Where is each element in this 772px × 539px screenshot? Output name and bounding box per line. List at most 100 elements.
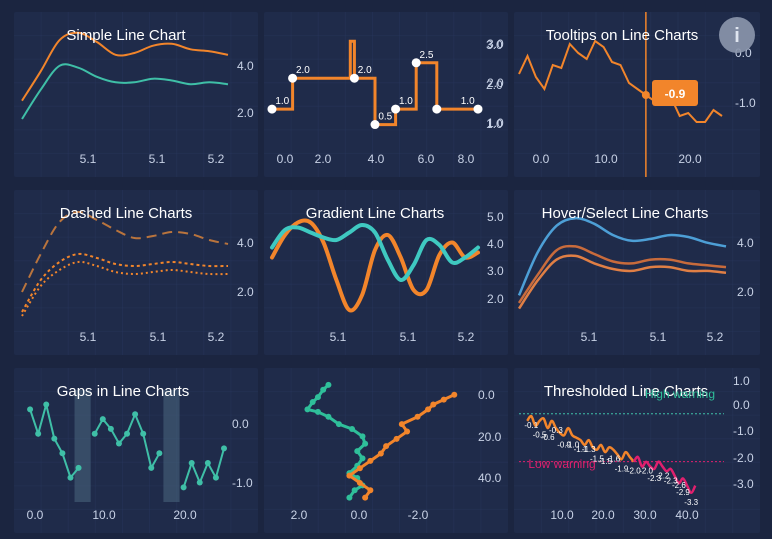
x-tick-label: 5.1 xyxy=(149,152,166,166)
gap-series-point xyxy=(148,464,155,471)
y-tick-label: 40.0 xyxy=(478,471,502,485)
walk-series-point xyxy=(430,401,437,408)
y-tick-label: 0.0 xyxy=(232,417,249,431)
y-tick-label: 4.0 xyxy=(237,236,254,250)
walk-series-point xyxy=(346,472,353,479)
panel-background xyxy=(264,12,508,177)
dashed-series-line-0 xyxy=(21,211,229,293)
tooltip-text: -0.9 xyxy=(665,87,686,101)
gap-series-point xyxy=(59,450,66,457)
data-label: 2.0 xyxy=(358,65,372,76)
gap-series-point xyxy=(140,430,147,437)
panel-gradient: Gradient Line Charts 5.1 5.1 5.2 5.0 4.0 3.0 2.… xyxy=(264,190,508,355)
step-marker xyxy=(391,104,401,114)
walk-series-point xyxy=(309,399,316,406)
walk-series-point xyxy=(377,450,384,457)
data-label: -2.2 xyxy=(656,471,670,480)
walk-series-point xyxy=(425,406,432,413)
walk-series-point xyxy=(367,457,374,464)
walk-series-point xyxy=(398,421,405,428)
y-tick-label: 2.0 xyxy=(737,285,754,299)
gradient-series-line-1 xyxy=(270,222,480,282)
walk-series-point xyxy=(362,494,369,501)
hover-series-line-0[interactable] xyxy=(517,216,727,296)
series-line-0 xyxy=(21,31,229,102)
step-marker xyxy=(267,104,277,114)
info-button[interactable]: i xyxy=(719,17,755,53)
walk-series-point xyxy=(351,487,358,494)
chart-title: Thresholded Line Charts xyxy=(544,383,708,400)
x-tick-label: 0.0 xyxy=(27,508,44,522)
walk-series-point xyxy=(325,413,332,420)
panel-gaps: Gaps in Line Charts 0.0 10.0 20.0 0.0 -1.0 xyxy=(14,368,258,533)
y-tick-label: 2.0 xyxy=(486,78,503,92)
x-tick-label: 8.0 xyxy=(458,152,475,166)
data-label: -2.3 xyxy=(647,474,661,483)
info-icon[interactable] xyxy=(719,17,755,53)
x-tick-label: 0.0 xyxy=(351,508,368,522)
x-tick-label: 0.0 xyxy=(277,152,294,166)
walk-series-point xyxy=(320,386,327,393)
x-tick-label: 20.0 xyxy=(591,508,615,522)
panel-walk: 2.0 0.0 -2.0 0.0 20.0 40.0 xyxy=(264,368,508,533)
x-tick-label: 5.2 xyxy=(208,152,225,166)
step-marker xyxy=(432,104,442,114)
walk-series-point xyxy=(440,396,447,403)
walk-series-point xyxy=(314,408,321,415)
gap-series-point xyxy=(43,401,50,408)
x-tick-label: -2.0 xyxy=(408,508,429,522)
step-series-line xyxy=(272,39,478,127)
walk-series-point xyxy=(314,394,321,401)
info-icon-glyph: i xyxy=(734,25,740,47)
panel-step: 1.0 2.0 2.0 0.5 1.0 2.5 1.0 0.0 2.0 4.0 6.0 8.0 3.0 2… xyxy=(264,12,508,177)
series-line-1 xyxy=(21,63,229,120)
data-label: 1.0 xyxy=(461,96,475,107)
y-tick-label: 4.0 xyxy=(237,59,254,73)
walk-series-point xyxy=(359,433,366,440)
panel-background xyxy=(14,190,258,355)
dashed-series-line-1 xyxy=(21,252,229,313)
walk-series-point xyxy=(335,421,342,428)
chart-title: Gradient Line Charts xyxy=(306,205,444,222)
gap-band xyxy=(163,390,180,502)
data-label: -2.9 xyxy=(676,488,690,497)
panel-dashed: Dashed Line Charts 5.1 5.1 5.2 4.0 2.0 xyxy=(14,190,258,355)
data-label: -1.0 xyxy=(565,440,579,449)
data-label: 1.0 xyxy=(275,96,289,107)
data-label: -2.0 xyxy=(627,467,641,476)
hover-series-line-1[interactable] xyxy=(517,244,727,304)
data-label: -3.3 xyxy=(684,498,698,507)
y-tick-label: -2.0 xyxy=(733,451,754,465)
walk-series-point xyxy=(359,455,366,462)
x-tick-label: 2.0 xyxy=(291,508,308,522)
hover-series-line-2[interactable] xyxy=(517,254,727,310)
walk-series-point xyxy=(451,391,458,398)
panel-background xyxy=(264,190,508,355)
y-tick-label: 4.0 xyxy=(737,236,754,250)
y-tick-label: -1.0 xyxy=(735,96,756,110)
panel-hover: Hover/Select Line Charts 5.1 5.1 5.2 4.0 2.0 xyxy=(514,190,760,355)
x-tick-label: 10.0 xyxy=(92,508,116,522)
x-tick-label: 30.0 xyxy=(633,508,657,522)
x-tick-label: 5.2 xyxy=(458,330,475,344)
y-tick-label: 1.0 xyxy=(486,117,503,131)
gap-series-point xyxy=(156,450,163,457)
chart-title: Hover/Select Line Charts xyxy=(542,205,709,222)
y-tick-label: 2.0 xyxy=(237,106,254,120)
gap-series-point xyxy=(35,430,42,437)
x-tick-label: 5.2 xyxy=(707,330,724,344)
data-label: -0.5 xyxy=(533,431,547,440)
gap-series-point xyxy=(115,440,122,447)
x-tick-label: 5.1 xyxy=(400,330,417,344)
series-line xyxy=(518,39,723,123)
panel-background xyxy=(264,368,508,533)
x-tick-label: 4.0 xyxy=(368,152,385,166)
gap-series-point xyxy=(91,430,98,437)
y-tick-label: 1.0 xyxy=(487,116,504,130)
data-label: -1.1 xyxy=(574,445,588,454)
y-tick-label: 20.0 xyxy=(478,430,502,444)
data-label: 1.0 xyxy=(399,96,413,107)
threshold-series-normal xyxy=(526,414,635,463)
x-tick-label: 2.0 xyxy=(315,152,332,166)
